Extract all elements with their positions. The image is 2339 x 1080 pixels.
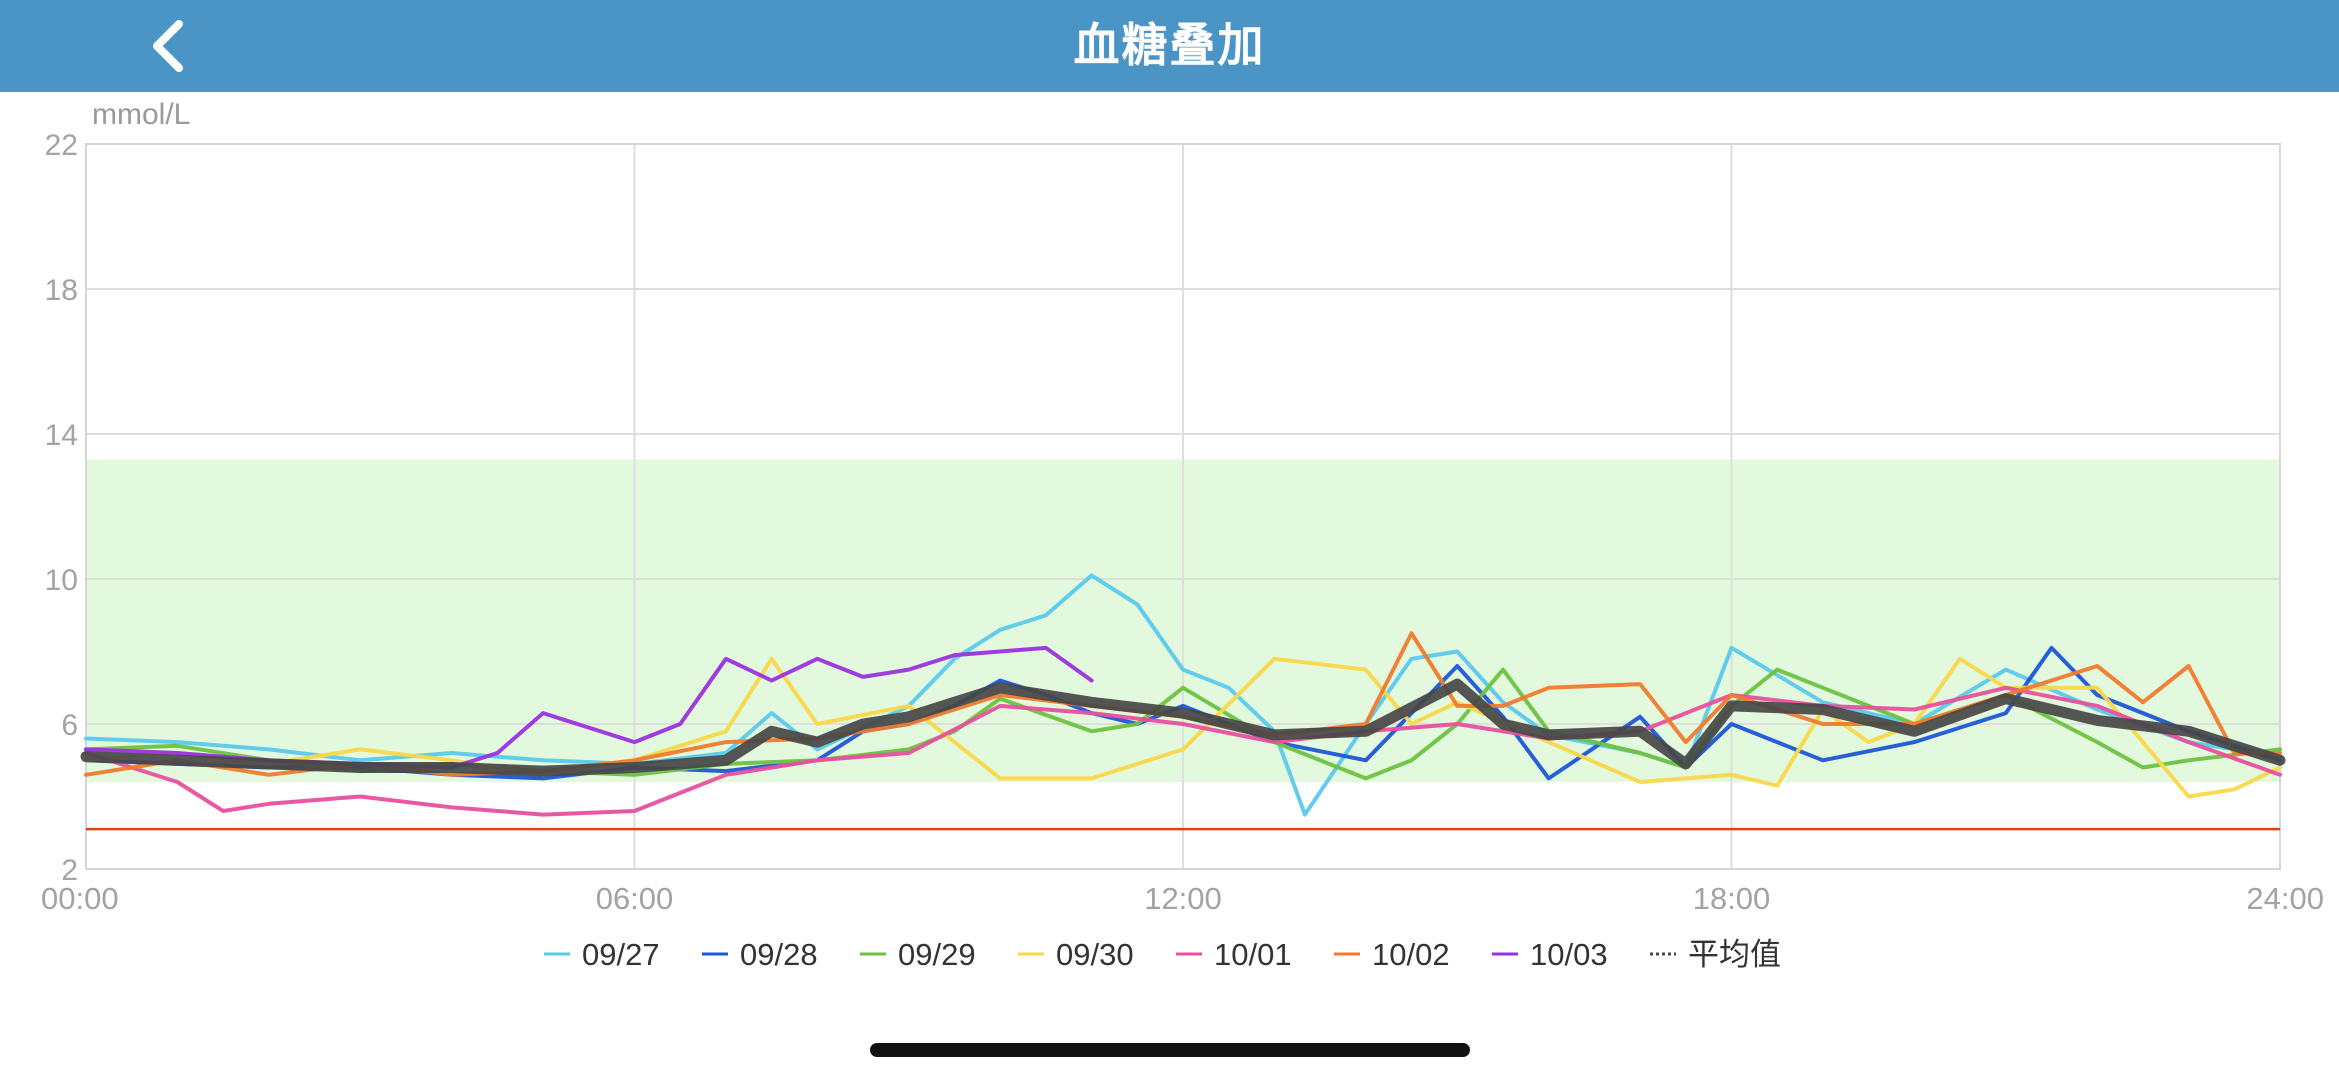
- x-tick-label: 06:00: [596, 881, 674, 916]
- y-tick-label: 2: [61, 854, 78, 887]
- home-indicator[interactable]: [870, 1043, 1470, 1057]
- legend-label: 09/28: [740, 937, 818, 972]
- glucose-overlay-chart: 2 6 10 14 18 22 00:00 06:00 12:00 18:00 24:00 mmol/…: [41, 98, 2324, 972]
- average-series-line: [80, 678, 2286, 777]
- x-tick-label: 24:00: [2246, 881, 2324, 916]
- y-tick-label: 10: [45, 564, 78, 597]
- series-line-09-27: [84, 573, 2282, 817]
- x-tick-label: 18:00: [1693, 881, 1771, 916]
- legend-label: 10/01: [1214, 937, 1292, 972]
- legend-label: 09/30: [1056, 937, 1134, 972]
- legend-label: 平均值: [1688, 937, 1781, 972]
- y-axis-unit-label: mmol/L: [92, 98, 190, 131]
- plot-border: [85, 143, 2281, 870]
- legend-label: 10/02: [1372, 937, 1450, 972]
- y-tick-label: 6: [61, 709, 78, 742]
- chevron-left-icon: [153, 20, 183, 72]
- app-header: 血糖叠加: [0, 0, 2339, 92]
- legend-label: 10/03: [1530, 937, 1608, 972]
- y-tick-label: 14: [45, 419, 78, 452]
- x-tick-label: 00:00: [41, 881, 119, 916]
- legend-label: 09/29: [898, 937, 976, 972]
- series-line-10-01: [84, 685, 2282, 817]
- page-title: 血糖叠加: [1073, 18, 1266, 72]
- y-tick-label: 22: [45, 129, 78, 162]
- y-tick-label: 18: [45, 274, 78, 307]
- back-button[interactable]: [130, 6, 210, 86]
- x-tick-label: 12:00: [1144, 881, 1222, 916]
- legend-label: 09/27: [582, 937, 660, 972]
